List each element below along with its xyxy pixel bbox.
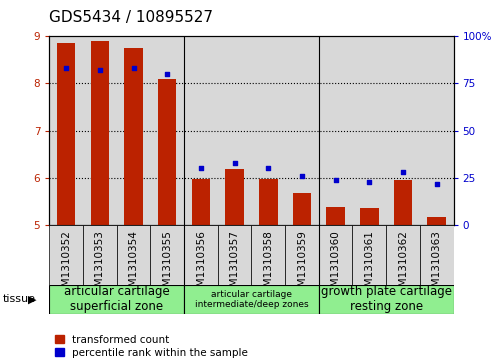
Bar (251, 36, 285, 225)
Point (96, 68, 104, 73)
Text: GSM1310362: GSM1310362 (398, 230, 408, 300)
Bar (420, 36, 454, 225)
Text: GSM1310356: GSM1310356 (196, 230, 206, 300)
Bar (124, 48, 143, 225)
Bar (83, 36, 117, 225)
Bar (386, 36, 420, 225)
Legend: transformed count, percentile rank within the sample: transformed count, percentile rank withi… (55, 335, 248, 358)
Text: GSM1310353: GSM1310353 (95, 230, 105, 300)
Point (197, 166, 205, 171)
Point (231, 160, 239, 166)
Bar (57, 44, 75, 225)
Bar (251, 225, 285, 285)
Text: articular cartilage
superficial zone: articular cartilage superficial zone (64, 285, 170, 314)
Text: ▶: ▶ (28, 294, 36, 305)
Bar (293, 193, 311, 225)
Bar (319, 285, 454, 314)
Bar (319, 225, 352, 285)
Point (130, 65, 138, 71)
Point (365, 179, 373, 184)
Text: GSM1310358: GSM1310358 (263, 230, 273, 300)
Text: GSM1310355: GSM1310355 (162, 230, 172, 300)
Bar (218, 36, 251, 225)
Bar (184, 36, 218, 225)
Point (433, 181, 441, 187)
Bar (49, 285, 184, 314)
Point (332, 177, 340, 183)
Bar (218, 225, 251, 285)
Bar (285, 36, 319, 225)
Bar (49, 36, 83, 225)
Bar (360, 208, 379, 225)
Bar (158, 79, 176, 225)
Bar (184, 225, 218, 285)
Text: tissue: tissue (2, 294, 35, 305)
Bar (259, 179, 278, 225)
Bar (420, 225, 454, 285)
Text: GSM1310354: GSM1310354 (129, 230, 139, 300)
Point (399, 169, 407, 175)
Text: GSM1310363: GSM1310363 (432, 230, 442, 300)
Bar (117, 36, 150, 225)
Bar (285, 225, 319, 285)
Bar (117, 225, 150, 285)
Bar (319, 36, 352, 225)
Bar (150, 225, 184, 285)
Bar (225, 170, 244, 225)
Text: GSM1310357: GSM1310357 (230, 230, 240, 300)
Bar (49, 225, 83, 285)
Bar (427, 217, 446, 225)
Bar (91, 41, 109, 225)
Text: GSM1310352: GSM1310352 (61, 230, 71, 300)
Bar (150, 36, 184, 225)
Text: GSM1310361: GSM1310361 (364, 230, 374, 300)
Bar (386, 225, 420, 285)
Bar (352, 225, 386, 285)
Bar (192, 179, 210, 225)
Text: articular cartilage
intermediate/deep zones: articular cartilage intermediate/deep zo… (195, 290, 308, 309)
Point (264, 166, 272, 171)
Point (163, 71, 171, 77)
Text: GSM1310359: GSM1310359 (297, 230, 307, 300)
Bar (352, 36, 386, 225)
Bar (394, 180, 412, 225)
Text: GSM1310360: GSM1310360 (331, 230, 341, 299)
Text: GDS5434 / 10895527: GDS5434 / 10895527 (49, 11, 213, 25)
Text: growth plate cartilage
resting zone: growth plate cartilage resting zone (320, 285, 452, 314)
Bar (326, 207, 345, 225)
Point (62, 65, 70, 71)
Bar (184, 285, 319, 314)
Bar (83, 225, 117, 285)
Point (298, 173, 306, 179)
